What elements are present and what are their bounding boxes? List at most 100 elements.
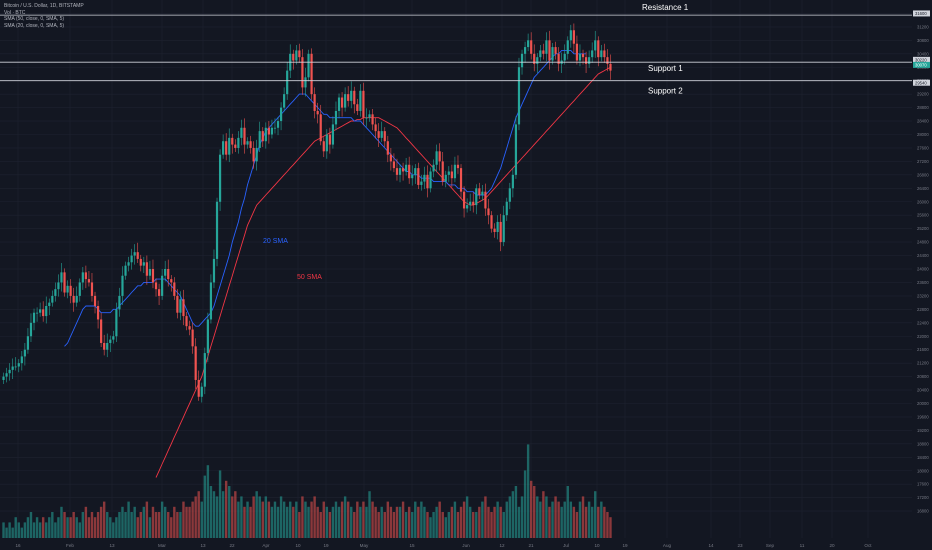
volume-bar [511, 491, 515, 538]
volume-bar [237, 501, 240, 538]
candle [66, 280, 69, 299]
volume-bar [560, 506, 563, 538]
candle-body [447, 171, 450, 175]
candle [246, 137, 249, 149]
volume-bar [234, 491, 237, 538]
candle [371, 108, 374, 131]
sma50-indicator[interactable]: SMA (50, close, 0, SMA, 5) [4, 16, 65, 22]
volume-bar [505, 501, 508, 538]
candle-body [554, 47, 557, 54]
volume-bar [170, 517, 173, 538]
volume-bar [206, 465, 210, 538]
candle [14, 357, 17, 371]
volume-bar [106, 512, 109, 538]
candle [115, 302, 118, 342]
time-tick-label: Sep [766, 543, 775, 548]
candle-body [78, 282, 81, 296]
candle-body [96, 305, 100, 320]
volume-bar [191, 501, 194, 538]
price-axis[interactable]: 3160031200308003040030000296002920028800… [912, 0, 932, 550]
time-tick-label: 16 [15, 543, 21, 548]
volume-bar [267, 501, 271, 538]
candle [161, 269, 164, 300]
volume-bar [221, 491, 225, 538]
volume-bar [523, 470, 527, 538]
candle [222, 134, 225, 159]
candle-body [48, 302, 51, 306]
candle [96, 300, 100, 329]
candle [527, 33, 530, 52]
horizontal-levels[interactable] [0, 14, 912, 82]
candle [11, 358, 14, 379]
candle [200, 382, 203, 403]
candle [533, 44, 536, 72]
candle-body [453, 164, 457, 179]
symbol-title[interactable]: Bitcoin / U.S. Dollar, 1D, BITSTAMP [4, 3, 84, 9]
candle [2, 372, 5, 384]
candle-body [283, 94, 286, 108]
time-axis[interactable]: 16 Feb 13 Mar 13 22 Apr 10 19 May 15 Jun 12 21 Jul 10 19… [0, 538, 932, 550]
price-tick-label: 21600 [917, 347, 929, 352]
candle [542, 43, 545, 60]
candle-body [420, 181, 423, 185]
volume-bar [84, 506, 88, 538]
volume-bar [124, 512, 127, 538]
volume-bar [563, 501, 566, 538]
volume-bar [173, 506, 176, 538]
candle [377, 123, 380, 147]
candle [344, 87, 347, 112]
volume-bar [508, 496, 512, 538]
volume-bar [194, 496, 197, 538]
candle-body [545, 40, 548, 54]
candle [170, 275, 173, 292]
candle [63, 268, 66, 297]
candle-body [581, 53, 585, 58]
candle [32, 308, 36, 331]
candle-body [136, 252, 139, 259]
candle [209, 274, 213, 324]
price-tick-label: 20000 [917, 401, 929, 406]
candle [356, 98, 359, 115]
candle [508, 182, 511, 210]
volume-bar [41, 517, 45, 538]
volume-bar [75, 517, 78, 538]
candle [383, 127, 386, 147]
candle [191, 322, 194, 354]
volume-indicator[interactable]: Vol · BTC [4, 9, 26, 16]
candle-body [475, 188, 478, 206]
volume-bar [429, 517, 432, 538]
candle-body [161, 275, 164, 296]
volume-bar [109, 517, 112, 538]
candle [523, 41, 527, 63]
candle-body [234, 144, 237, 148]
candle [417, 162, 420, 189]
candle [432, 159, 435, 178]
volume-bar [282, 501, 286, 538]
volume-bar [590, 506, 594, 538]
candle-body [597, 40, 600, 58]
candle-body [438, 151, 441, 162]
candle-body [328, 134, 331, 145]
candle [206, 312, 209, 363]
candle-body [362, 90, 365, 118]
volume-bar [252, 496, 255, 538]
candle [481, 184, 484, 201]
sma20-indicator[interactable]: SMA (20, close, 0, SMA, 5) [4, 22, 65, 29]
candle-body [240, 127, 243, 138]
volume-bar [346, 501, 350, 538]
volume-bar [78, 522, 81, 538]
candle-body [392, 161, 396, 169]
volume-bar [264, 496, 268, 538]
candle [438, 143, 441, 171]
candle-body [29, 322, 33, 337]
volume-bar [121, 506, 124, 538]
candle [414, 164, 417, 184]
candle [365, 108, 368, 127]
time-tick-label: Jul [563, 543, 569, 548]
candle-body [456, 164, 460, 169]
candle-body [258, 131, 261, 148]
candle [249, 135, 252, 154]
candle-body [347, 94, 350, 101]
candle-body [115, 309, 118, 337]
